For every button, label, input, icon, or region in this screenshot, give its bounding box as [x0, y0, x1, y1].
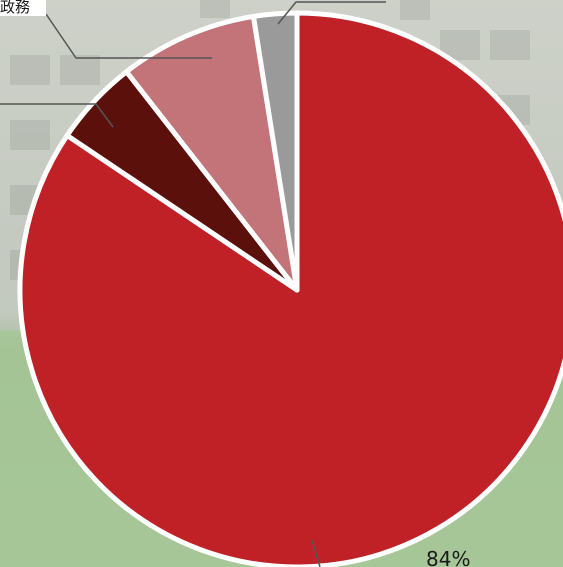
- pie-slices: [17, 10, 563, 567]
- pie-slice-3: [124, 13, 300, 293]
- data-label-84: 84%: [426, 547, 470, 567]
- leader-lines: [0, 1, 386, 567]
- pie-slice-1: [17, 10, 563, 567]
- leader-line-84: [311, 539, 321, 567]
- leader-line-dark: [0, 103, 114, 128]
- leader-line-pink: [45, 13, 212, 59]
- leader-line-gray: [277, 1, 386, 25]
- pie-slice-4: [250, 10, 300, 293]
- annotation-label: 政務: [0, 0, 30, 16]
- annotation-label-box: [0, 0, 46, 16]
